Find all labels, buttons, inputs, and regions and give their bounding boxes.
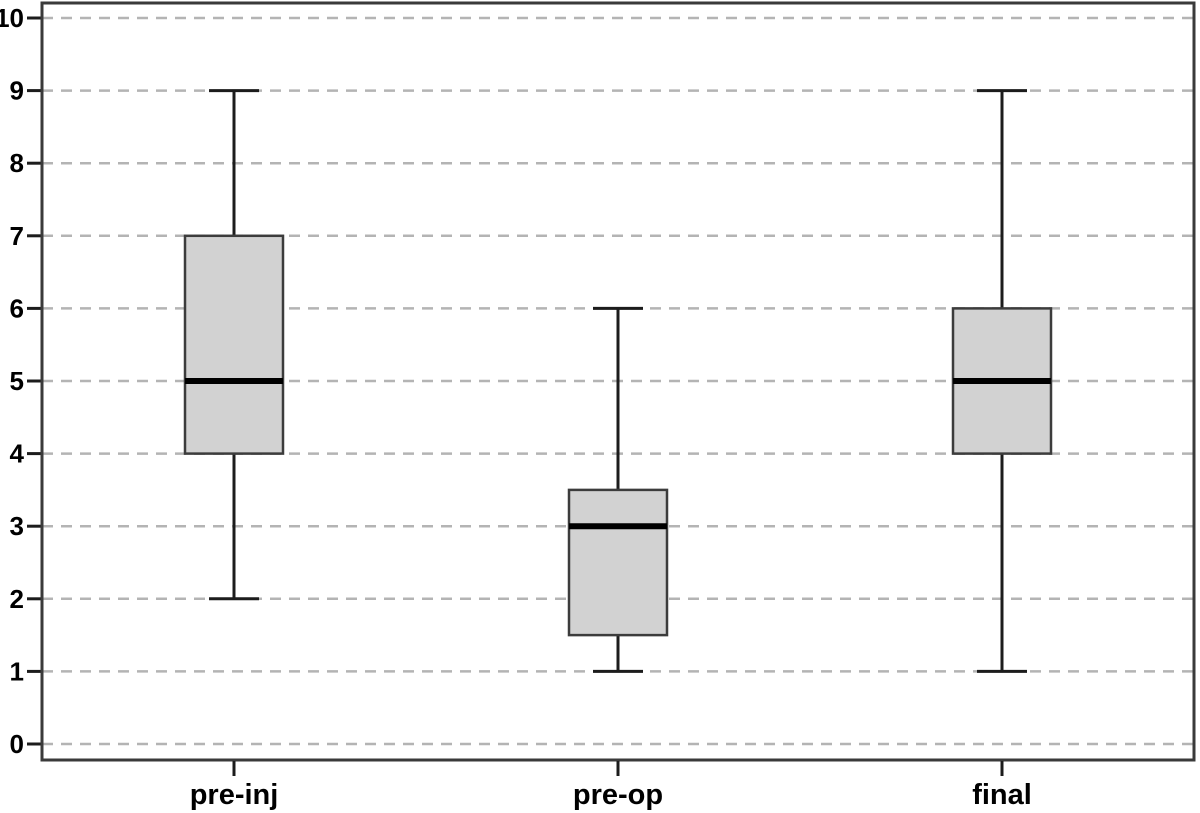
y-tick-label: 1 xyxy=(10,656,24,686)
y-tick-label: 4 xyxy=(10,439,25,469)
x-category-label: final xyxy=(972,779,1032,811)
y-tick-label: 0 xyxy=(10,729,24,759)
box-rect xyxy=(183,234,285,455)
x-category-label: pre-op xyxy=(573,779,663,811)
y-tick-label: 5 xyxy=(10,366,24,396)
y-tick-label: 8 xyxy=(10,148,24,178)
y-tick-label: 7 xyxy=(10,221,24,251)
y-tick-label: 3 xyxy=(10,511,24,541)
y-tick-label: 6 xyxy=(10,293,24,323)
y-tick-label: 2 xyxy=(10,584,24,614)
y-tick-label: 10 xyxy=(0,3,24,33)
box-rect xyxy=(567,488,669,637)
y-tick-label: 9 xyxy=(10,76,24,106)
x-category-label: pre-inj xyxy=(190,779,279,811)
plot-frame xyxy=(40,1,1196,762)
